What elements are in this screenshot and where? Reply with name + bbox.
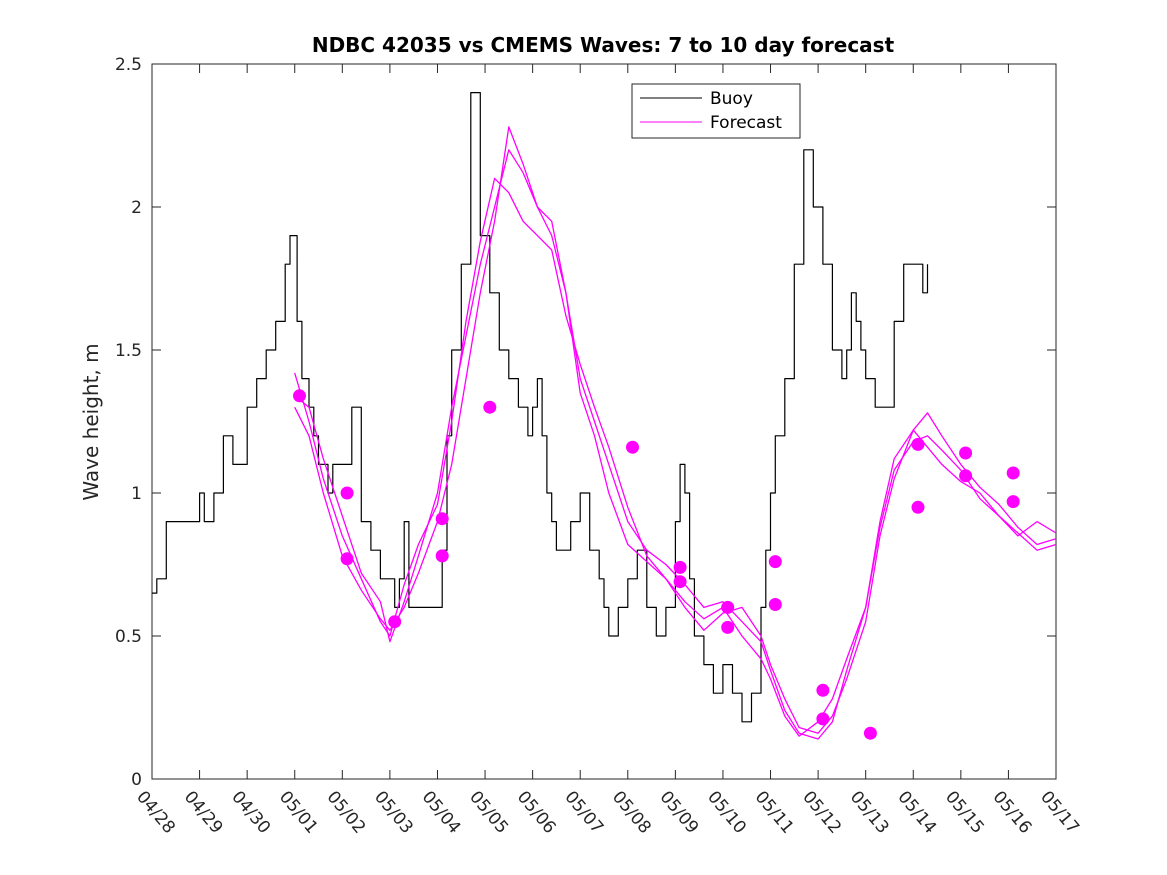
forecast-marker xyxy=(959,469,973,483)
x-tick-label: 05/03 xyxy=(370,787,417,837)
legend-box xyxy=(631,83,801,139)
x-tick-label: 05/16 xyxy=(989,787,1036,837)
x-tick-label: 05/04 xyxy=(418,787,465,837)
forecast-marker xyxy=(388,615,402,629)
forecast-marker xyxy=(721,620,735,634)
legend-forecast-label: Forecast xyxy=(710,113,782,133)
x-tick-label: 05/11 xyxy=(751,787,798,837)
forecast-series-line xyxy=(294,149,1057,737)
x-tick-label: 05/09 xyxy=(656,787,703,837)
plot-lines xyxy=(152,92,1057,740)
x-tick-label: 05/07 xyxy=(560,787,607,837)
forecast-marker xyxy=(816,683,830,697)
forecast-marker xyxy=(911,437,925,451)
forecast-marker xyxy=(721,600,735,614)
forecast-series-line xyxy=(294,177,1057,734)
x-tick-label: 05/01 xyxy=(275,787,322,837)
y-axis-label: Wave height, m xyxy=(79,343,103,500)
forecast-marker xyxy=(1006,495,1020,509)
y-tick-label: 1 xyxy=(131,484,142,504)
x-tick-label: 04/30 xyxy=(227,787,274,837)
forecast-marker xyxy=(911,500,925,514)
x-tick-label: 04/28 xyxy=(132,787,179,837)
forecast-marker xyxy=(483,400,497,414)
legend-buoy-label: Buoy xyxy=(710,89,753,109)
x-tick-label: 05/08 xyxy=(608,787,655,837)
buoy-series-line xyxy=(152,92,929,723)
x-tick-label: 05/02 xyxy=(322,787,369,837)
forecast-marker xyxy=(435,549,449,563)
legend: Buoy Forecast xyxy=(631,83,801,139)
forecast-marker xyxy=(768,555,782,569)
x-tick-label: 05/12 xyxy=(798,787,845,837)
plot-area xyxy=(151,63,1057,780)
y-tick-label: 1.5 xyxy=(115,341,142,361)
forecast-marker xyxy=(435,512,449,526)
x-tick-label: 05/05 xyxy=(465,787,512,837)
forecast-marker xyxy=(816,712,830,726)
forecast-marker xyxy=(673,575,687,589)
y-tick-label: 2 xyxy=(131,198,142,218)
forecast-marker xyxy=(626,440,639,454)
forecast-marker xyxy=(340,552,354,566)
forecast-marker xyxy=(673,560,687,574)
forecast-marker xyxy=(1006,466,1020,480)
x-tick-label: 05/15 xyxy=(941,787,988,837)
x-tick-label: 05/13 xyxy=(846,787,893,837)
x-tick-label: 05/10 xyxy=(703,787,750,837)
x-tick-label: 05/14 xyxy=(893,787,940,837)
x-tick-label: 05/17 xyxy=(1036,787,1083,837)
x-tick-label: 05/06 xyxy=(513,787,560,837)
forecast-marker xyxy=(863,726,877,740)
forecast-marker xyxy=(768,598,782,611)
x-tick-label: 04/29 xyxy=(180,787,227,837)
chart-title: NDBC 42035 vs CMEMS Waves: 7 to 10 day f… xyxy=(312,33,895,57)
y-tick-label: 2.5 xyxy=(115,55,142,75)
y-tick-label: 0 xyxy=(131,770,142,790)
y-tick-label: 0.5 xyxy=(115,627,142,647)
forecast-marker xyxy=(340,486,354,500)
forecast-marker xyxy=(293,389,306,403)
forecast-marker xyxy=(959,446,973,460)
forecast-markers xyxy=(293,389,1020,740)
